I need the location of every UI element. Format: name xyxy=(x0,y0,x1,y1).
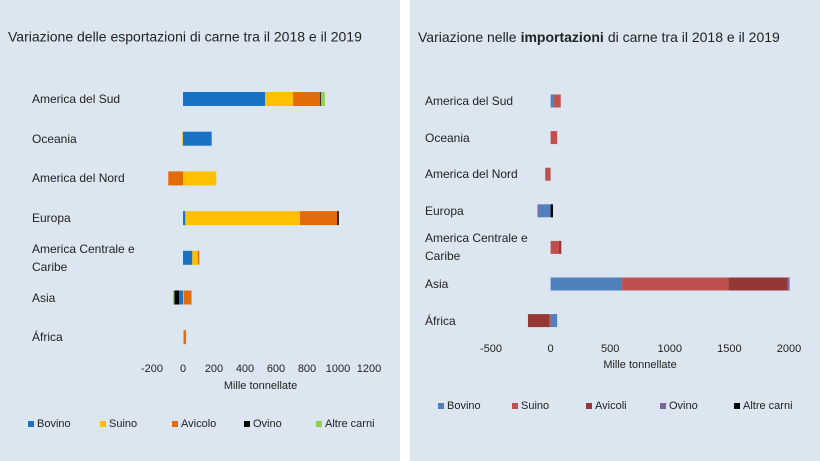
legend-label: Altre carni xyxy=(743,400,793,412)
bar-segment xyxy=(545,167,551,181)
legend-marker xyxy=(734,403,740,409)
bar-segment xyxy=(185,211,301,226)
category-label: Oceania xyxy=(32,131,77,146)
legend-marker xyxy=(316,421,322,427)
bar-segment xyxy=(182,131,183,146)
category-label: Europa xyxy=(425,203,464,218)
chart: Variazione delle esportazioni di carne t… xyxy=(8,29,381,430)
category-label: America del Nord xyxy=(425,167,518,182)
bar-segment xyxy=(622,277,729,291)
x-tick-label: -200 xyxy=(141,363,163,375)
chart-title: Variazione nelle importazioni di carne tra… xyxy=(418,29,780,45)
bar-segment xyxy=(558,240,562,254)
legend-marker xyxy=(172,421,178,427)
legend-marker xyxy=(244,421,250,427)
legend-label: Suino xyxy=(521,400,549,412)
x-axis-title: Mille tonnellate xyxy=(224,380,297,392)
legend-label: Bovino xyxy=(37,418,71,430)
bar-segment xyxy=(550,314,558,328)
bar-segment xyxy=(197,250,200,265)
bar-segment xyxy=(174,290,180,305)
legend-marker xyxy=(660,403,666,409)
x-tick-label: 400 xyxy=(236,363,254,375)
bar-segment xyxy=(550,94,554,108)
x-tick-label: 600 xyxy=(267,363,285,375)
bar-segment xyxy=(293,92,321,106)
bar-segment xyxy=(550,204,553,218)
x-tick-label: 200 xyxy=(205,363,223,375)
category-label: Asia xyxy=(32,290,56,305)
x-tick-label: 500 xyxy=(601,343,619,355)
legend-marker xyxy=(512,403,518,409)
x-tick-label: -500 xyxy=(480,343,502,355)
bar-segment xyxy=(172,290,175,305)
bar-segment xyxy=(787,277,790,291)
bar-segment xyxy=(183,131,212,146)
category-label: Europa xyxy=(32,211,71,226)
bar-segment xyxy=(550,277,623,291)
category-label: America Centrale e Caribe xyxy=(32,241,135,274)
x-tick-label: 1200 xyxy=(357,363,381,375)
legend-label: Ovino xyxy=(253,418,282,430)
bar-segment xyxy=(320,92,325,106)
legend-label: Avicolo xyxy=(181,418,216,430)
chart-title: Variazione delle esportazioni di carne t… xyxy=(8,29,362,45)
chart: Variazione nelle importazioni di carne tra… xyxy=(418,29,801,412)
bar-segment xyxy=(337,211,339,226)
bar-segment xyxy=(728,277,788,291)
category-label: Asia xyxy=(425,277,449,291)
title-part: importazioni xyxy=(521,29,604,45)
category-label: Oceania xyxy=(425,130,470,145)
bar-segment xyxy=(539,204,551,218)
bar-segment xyxy=(549,314,551,328)
legend-marker xyxy=(100,421,106,427)
legend-label: Suino xyxy=(109,418,137,430)
bar-segment xyxy=(527,314,550,328)
category-label: África xyxy=(425,313,456,328)
bar-segment xyxy=(183,330,184,345)
x-tick-label: 1000 xyxy=(326,363,350,375)
bar-segment xyxy=(183,211,186,226)
bar-segment xyxy=(537,204,540,218)
title-part: Variazione nelle xyxy=(418,29,517,45)
title-part: di carne tra il 2018 e il 2019 xyxy=(608,29,780,45)
category-label: África xyxy=(32,330,63,345)
category-label: America del Sud xyxy=(32,92,121,106)
x-tick-label: 2000 xyxy=(777,343,801,355)
bar-segment xyxy=(300,211,338,226)
category-label: America del Sud xyxy=(425,94,514,108)
x-axis-title: Mille tonnellate xyxy=(603,359,676,371)
category-label: America Centrale e Caribe xyxy=(425,231,528,264)
x-tick-label: 800 xyxy=(298,363,316,375)
bar-segment xyxy=(183,290,184,305)
category-label: America del Nord xyxy=(32,171,125,186)
legend-label: Bovino xyxy=(447,400,481,412)
bar-segment xyxy=(320,92,321,106)
bar-segment xyxy=(550,131,558,145)
bar-segment xyxy=(192,250,198,265)
bar-segment xyxy=(183,250,193,265)
import-panel: Variazione nelle importazioni di carne tra… xyxy=(410,0,820,461)
bar-segment xyxy=(550,240,559,254)
bar-segment xyxy=(553,94,561,108)
bar-segment xyxy=(265,92,294,106)
bar-segment xyxy=(179,290,183,305)
x-tick-label: 0 xyxy=(180,363,186,375)
x-tick-label: 0 xyxy=(548,343,554,355)
legend-marker xyxy=(28,421,34,427)
bar-segment xyxy=(183,171,217,186)
bar-segment xyxy=(183,92,266,106)
bar-segment xyxy=(168,171,183,186)
bar-segment xyxy=(183,330,187,345)
bar-segment xyxy=(183,290,192,305)
x-tick-label: 1500 xyxy=(717,343,741,355)
legend-marker xyxy=(586,403,592,409)
export-panel: Variazione delle esportazioni di carne t… xyxy=(0,0,400,461)
legend-label: Avicoli xyxy=(595,400,627,412)
legend-label: Ovino xyxy=(669,400,698,412)
legend-label: Altre carni xyxy=(325,418,375,430)
x-tick-label: 1000 xyxy=(658,343,682,355)
legend-marker xyxy=(438,403,444,409)
